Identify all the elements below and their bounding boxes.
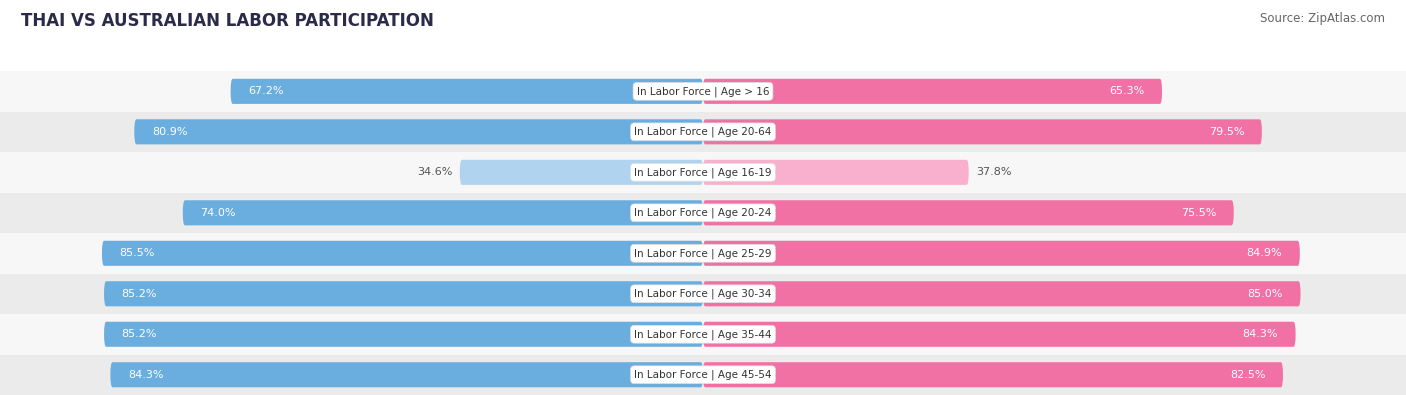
Text: 79.5%: 79.5% (1209, 127, 1244, 137)
Text: THAI VS AUSTRALIAN LABOR PARTICIPATION: THAI VS AUSTRALIAN LABOR PARTICIPATION (21, 12, 434, 30)
FancyBboxPatch shape (103, 241, 703, 266)
Text: 84.3%: 84.3% (1243, 329, 1278, 339)
FancyBboxPatch shape (0, 71, 1406, 112)
Text: 84.9%: 84.9% (1247, 248, 1282, 258)
Text: 37.8%: 37.8% (976, 167, 1011, 177)
Text: 65.3%: 65.3% (1109, 87, 1144, 96)
Text: 82.5%: 82.5% (1230, 370, 1265, 380)
Text: 85.5%: 85.5% (120, 248, 155, 258)
FancyBboxPatch shape (0, 193, 1406, 233)
FancyBboxPatch shape (104, 322, 703, 347)
FancyBboxPatch shape (0, 152, 1406, 193)
FancyBboxPatch shape (111, 362, 703, 387)
FancyBboxPatch shape (134, 119, 703, 145)
Text: In Labor Force | Age 25-29: In Labor Force | Age 25-29 (634, 248, 772, 259)
Text: In Labor Force | Age 16-19: In Labor Force | Age 16-19 (634, 167, 772, 178)
Text: Source: ZipAtlas.com: Source: ZipAtlas.com (1260, 12, 1385, 25)
FancyBboxPatch shape (0, 355, 1406, 395)
Text: 80.9%: 80.9% (152, 127, 187, 137)
FancyBboxPatch shape (703, 200, 1234, 226)
FancyBboxPatch shape (703, 322, 1296, 347)
FancyBboxPatch shape (0, 112, 1406, 152)
Text: In Labor Force | Age 45-54: In Labor Force | Age 45-54 (634, 369, 772, 380)
FancyBboxPatch shape (0, 273, 1406, 314)
FancyBboxPatch shape (460, 160, 703, 185)
Text: 75.5%: 75.5% (1181, 208, 1216, 218)
Text: 85.2%: 85.2% (121, 329, 157, 339)
Text: 74.0%: 74.0% (201, 208, 236, 218)
Text: 84.3%: 84.3% (128, 370, 163, 380)
FancyBboxPatch shape (0, 314, 1406, 355)
FancyBboxPatch shape (703, 79, 1163, 104)
Text: 85.2%: 85.2% (121, 289, 157, 299)
Text: In Labor Force | Age 20-64: In Labor Force | Age 20-64 (634, 126, 772, 137)
Text: In Labor Force | Age 30-34: In Labor Force | Age 30-34 (634, 288, 772, 299)
Text: 85.0%: 85.0% (1247, 289, 1284, 299)
FancyBboxPatch shape (183, 200, 703, 226)
Text: 67.2%: 67.2% (247, 87, 284, 96)
FancyBboxPatch shape (703, 119, 1263, 145)
FancyBboxPatch shape (703, 362, 1284, 387)
FancyBboxPatch shape (231, 79, 703, 104)
FancyBboxPatch shape (703, 241, 1299, 266)
Text: 34.6%: 34.6% (418, 167, 453, 177)
FancyBboxPatch shape (0, 233, 1406, 273)
FancyBboxPatch shape (703, 281, 1301, 307)
Text: In Labor Force | Age 20-24: In Labor Force | Age 20-24 (634, 207, 772, 218)
FancyBboxPatch shape (703, 160, 969, 185)
Text: In Labor Force | Age > 16: In Labor Force | Age > 16 (637, 86, 769, 97)
FancyBboxPatch shape (104, 281, 703, 307)
Text: In Labor Force | Age 35-44: In Labor Force | Age 35-44 (634, 329, 772, 340)
